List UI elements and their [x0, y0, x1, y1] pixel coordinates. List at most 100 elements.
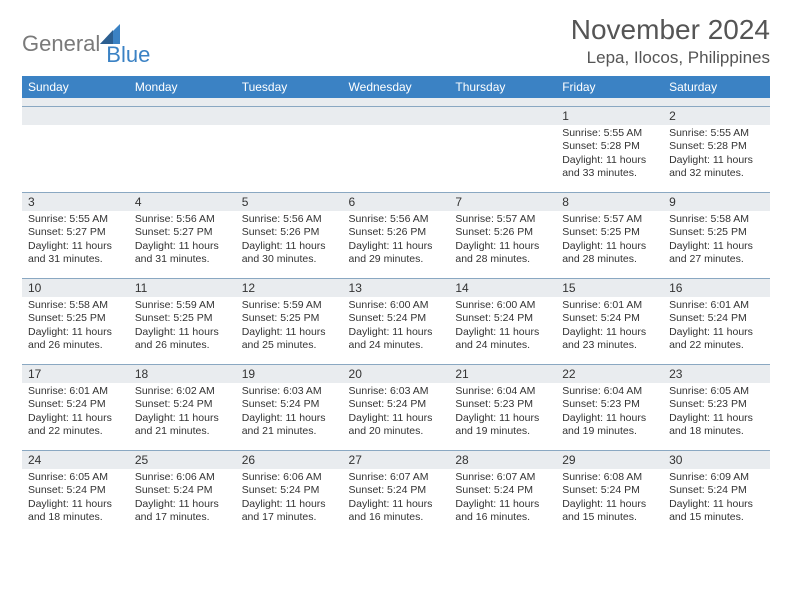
day-line: Sunset: 5:25 PM [242, 312, 337, 326]
day-line: Sunset: 5:26 PM [455, 226, 550, 240]
day-cell: 23Sunrise: 6:05 AMSunset: 5:23 PMDayligh… [663, 364, 770, 450]
day-line: Sunset: 5:24 PM [562, 484, 657, 498]
day-line: Daylight: 11 hours and 15 minutes. [669, 498, 764, 525]
day-cell: 1Sunrise: 5:55 AMSunset: 5:28 PMDaylight… [556, 106, 663, 192]
day-line: Daylight: 11 hours and 27 minutes. [669, 240, 764, 267]
day-line: Daylight: 11 hours and 15 minutes. [562, 498, 657, 525]
day-line: Sunset: 5:27 PM [135, 226, 230, 240]
day-number: 6 [343, 193, 450, 211]
day-line: Sunrise: 6:05 AM [669, 385, 764, 399]
day-line: Sunrise: 6:03 AM [242, 385, 337, 399]
day-line: Sunrise: 5:55 AM [562, 127, 657, 141]
day-body: Sunrise: 6:04 AMSunset: 5:23 PMDaylight:… [449, 383, 556, 444]
day-line: Sunrise: 5:56 AM [349, 213, 444, 227]
dow-saturday: Saturday [663, 76, 770, 98]
day-line: Sunrise: 6:04 AM [562, 385, 657, 399]
day-line: Sunrise: 6:01 AM [562, 299, 657, 313]
day-line: Sunset: 5:24 PM [28, 398, 123, 412]
day-number: 25 [129, 451, 236, 469]
day-line: Sunrise: 6:00 AM [455, 299, 550, 313]
day-cell [236, 106, 343, 192]
day-cell: 17Sunrise: 6:01 AMSunset: 5:24 PMDayligh… [22, 364, 129, 450]
day-number: 16 [663, 279, 770, 297]
day-line: Sunset: 5:23 PM [562, 398, 657, 412]
day-body: Sunrise: 5:55 AMSunset: 5:28 PMDaylight:… [663, 125, 770, 186]
day-cell [449, 106, 556, 192]
day-line: Sunset: 5:25 PM [562, 226, 657, 240]
day-line: Daylight: 11 hours and 24 minutes. [349, 326, 444, 353]
day-line: Sunset: 5:24 PM [455, 484, 550, 498]
day-line: Sunrise: 5:58 AM [28, 299, 123, 313]
day-cell: 7Sunrise: 5:57 AMSunset: 5:26 PMDaylight… [449, 192, 556, 278]
day-line: Daylight: 11 hours and 24 minutes. [455, 326, 550, 353]
day-cell: 8Sunrise: 5:57 AMSunset: 5:25 PMDaylight… [556, 192, 663, 278]
day-body: Sunrise: 6:01 AMSunset: 5:24 PMDaylight:… [22, 383, 129, 444]
day-number: 13 [343, 279, 450, 297]
day-line: Daylight: 11 hours and 17 minutes. [242, 498, 337, 525]
dow-thursday: Thursday [449, 76, 556, 98]
day-line: Sunrise: 6:00 AM [349, 299, 444, 313]
day-cell: 24Sunrise: 6:05 AMSunset: 5:24 PMDayligh… [22, 450, 129, 536]
location: Lepa, Ilocos, Philippines [571, 48, 770, 68]
day-line: Sunrise: 6:01 AM [28, 385, 123, 399]
day-number: 11 [129, 279, 236, 297]
filler-row [22, 98, 770, 106]
day-body: Sunrise: 6:07 AMSunset: 5:24 PMDaylight:… [343, 469, 450, 530]
day-number: 24 [22, 451, 129, 469]
day-number: 30 [663, 451, 770, 469]
month-title: November 2024 [571, 14, 770, 46]
day-line: Daylight: 11 hours and 17 minutes. [135, 498, 230, 525]
title-block: November 2024 Lepa, Ilocos, Philippines [571, 14, 770, 68]
day-cell [129, 106, 236, 192]
day-cell: 29Sunrise: 6:08 AMSunset: 5:24 PMDayligh… [556, 450, 663, 536]
day-line: Sunset: 5:25 PM [28, 312, 123, 326]
calendar-table: Sunday Monday Tuesday Wednesday Thursday… [22, 76, 770, 536]
dow-wednesday: Wednesday [343, 76, 450, 98]
day-line: Sunset: 5:27 PM [28, 226, 123, 240]
day-number: 18 [129, 365, 236, 383]
day-line: Sunrise: 6:03 AM [349, 385, 444, 399]
day-line: Daylight: 11 hours and 32 minutes. [669, 154, 764, 181]
day-number [22, 107, 129, 125]
day-cell [343, 106, 450, 192]
day-line: Sunrise: 5:58 AM [669, 213, 764, 227]
day-number: 2 [663, 107, 770, 125]
day-number: 12 [236, 279, 343, 297]
day-body: Sunrise: 6:03 AMSunset: 5:24 PMDaylight:… [343, 383, 450, 444]
day-line: Sunset: 5:24 PM [349, 398, 444, 412]
day-cell: 26Sunrise: 6:06 AMSunset: 5:24 PMDayligh… [236, 450, 343, 536]
day-line: Daylight: 11 hours and 25 minutes. [242, 326, 337, 353]
day-line: Daylight: 11 hours and 26 minutes. [135, 326, 230, 353]
day-cell: 9Sunrise: 5:58 AMSunset: 5:25 PMDaylight… [663, 192, 770, 278]
day-body: Sunrise: 6:08 AMSunset: 5:24 PMDaylight:… [556, 469, 663, 530]
day-line: Sunset: 5:25 PM [135, 312, 230, 326]
day-line: Daylight: 11 hours and 21 minutes. [242, 412, 337, 439]
day-body: Sunrise: 6:01 AMSunset: 5:24 PMDaylight:… [663, 297, 770, 358]
day-cell: 12Sunrise: 5:59 AMSunset: 5:25 PMDayligh… [236, 278, 343, 364]
day-line: Sunrise: 6:07 AM [349, 471, 444, 485]
day-line: Sunset: 5:24 PM [135, 484, 230, 498]
day-body [343, 125, 450, 185]
day-body: Sunrise: 5:56 AMSunset: 5:26 PMDaylight:… [236, 211, 343, 272]
day-body: Sunrise: 6:05 AMSunset: 5:24 PMDaylight:… [22, 469, 129, 530]
day-cell: 21Sunrise: 6:04 AMSunset: 5:23 PMDayligh… [449, 364, 556, 450]
logo: General Blue [22, 14, 150, 68]
day-line: Sunrise: 6:04 AM [455, 385, 550, 399]
day-line: Daylight: 11 hours and 18 minutes. [669, 412, 764, 439]
day-line: Sunset: 5:24 PM [242, 484, 337, 498]
day-number: 23 [663, 365, 770, 383]
day-number: 26 [236, 451, 343, 469]
day-line: Sunset: 5:25 PM [669, 226, 764, 240]
day-body: Sunrise: 6:07 AMSunset: 5:24 PMDaylight:… [449, 469, 556, 530]
day-line: Sunset: 5:24 PM [135, 398, 230, 412]
week-row: 10Sunrise: 5:58 AMSunset: 5:25 PMDayligh… [22, 278, 770, 364]
week-row: 17Sunrise: 6:01 AMSunset: 5:24 PMDayligh… [22, 364, 770, 450]
day-line: Sunrise: 6:05 AM [28, 471, 123, 485]
day-line: Daylight: 11 hours and 22 minutes. [669, 326, 764, 353]
day-cell: 10Sunrise: 5:58 AMSunset: 5:25 PMDayligh… [22, 278, 129, 364]
day-number: 28 [449, 451, 556, 469]
day-body: Sunrise: 6:00 AMSunset: 5:24 PMDaylight:… [343, 297, 450, 358]
day-body: Sunrise: 5:59 AMSunset: 5:25 PMDaylight:… [236, 297, 343, 358]
day-line: Sunset: 5:28 PM [669, 140, 764, 154]
day-number: 7 [449, 193, 556, 211]
